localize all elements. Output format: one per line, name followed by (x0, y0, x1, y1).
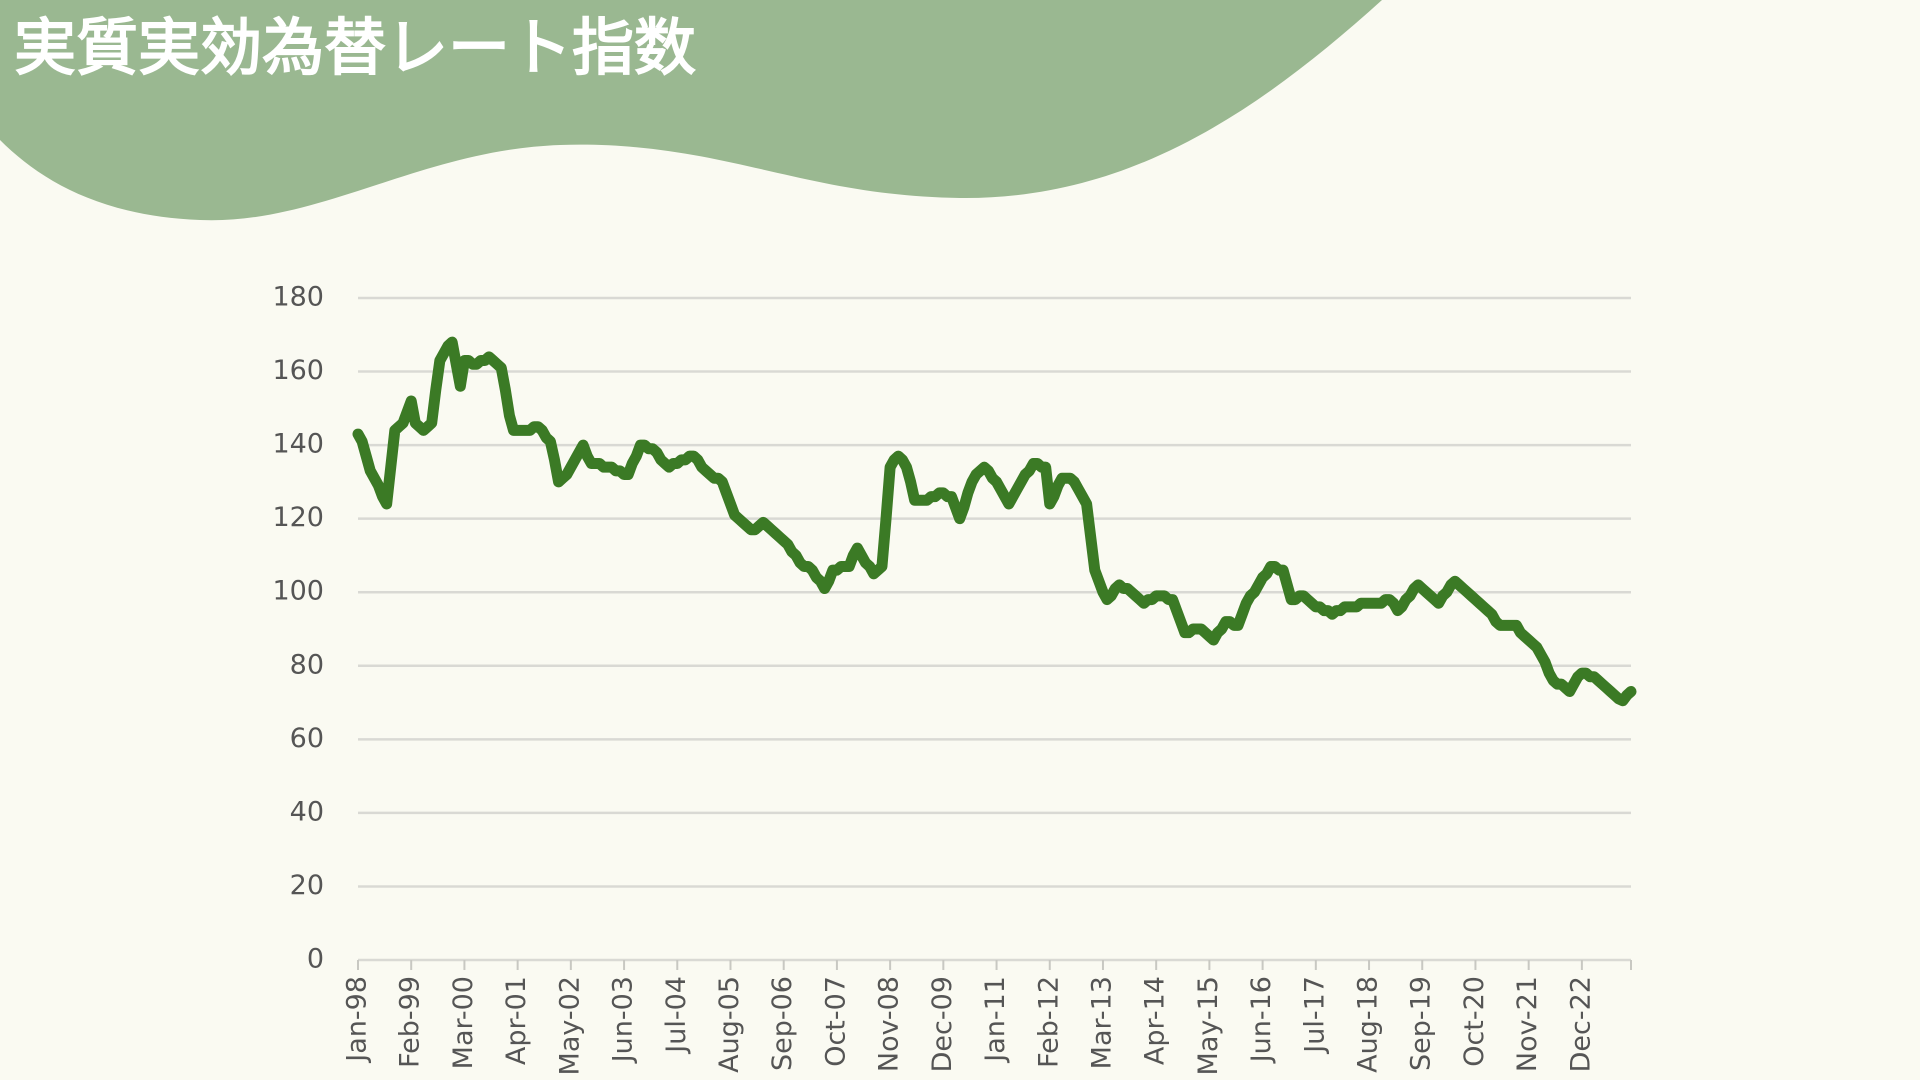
y-tick-label: 0 (307, 944, 324, 975)
x-tick-label: Aug-18 (1353, 976, 1384, 1073)
x-tick-label: Jan-98 (342, 976, 373, 1064)
y-tick-label: 80 (290, 649, 324, 680)
y-tick-label: 40 (290, 796, 324, 827)
chart-title: 実質実効為替レート指数 (14, 11, 696, 84)
x-tick-label: Mar-13 (1086, 976, 1117, 1069)
x-tick-label: Apr-01 (501, 976, 532, 1065)
x-tick-label: Oct-20 (1459, 976, 1490, 1067)
y-tick-label: 180 (272, 282, 324, 313)
y-tick-label: 160 (272, 355, 324, 386)
y-tick-label: 60 (290, 723, 324, 754)
y-tick-label: 120 (272, 502, 324, 533)
x-tick-label: Mar-00 (448, 976, 479, 1069)
x-tick-label: Jul-04 (661, 976, 692, 1055)
x-tick-label: Aug-05 (714, 976, 745, 1073)
y-tick-label: 140 (272, 429, 324, 460)
x-tick-label: May-15 (1193, 976, 1224, 1075)
x-tick-label: Dec-09 (927, 976, 958, 1072)
x-tick-label: Nov-08 (874, 976, 905, 1072)
x-tick-label: Nov-21 (1512, 976, 1543, 1072)
y-tick-label: 20 (290, 870, 324, 901)
x-tick-label: Feb-12 (1033, 976, 1064, 1068)
x-tick-label: Sep-06 (767, 976, 798, 1071)
x-tick-label: Jun-03 (608, 976, 639, 1064)
x-tick-label: Sep-19 (1406, 976, 1437, 1071)
x-tick-label: Oct-07 (820, 976, 851, 1067)
x-tick-label: Apr-14 (1140, 976, 1171, 1065)
x-tick-label: May-02 (554, 976, 585, 1075)
x-tick-label: Jun-16 (1246, 976, 1277, 1064)
y-tick-label: 100 (272, 576, 324, 607)
x-tick-label: Dec-22 (1565, 976, 1596, 1072)
x-tick-label: Jul-17 (1299, 976, 1330, 1055)
header-blob (0, 0, 1382, 221)
x-tick-label: Jan-11 (980, 976, 1011, 1064)
data-line (352, 336, 1637, 707)
x-tick-label: Feb-99 (395, 976, 426, 1068)
